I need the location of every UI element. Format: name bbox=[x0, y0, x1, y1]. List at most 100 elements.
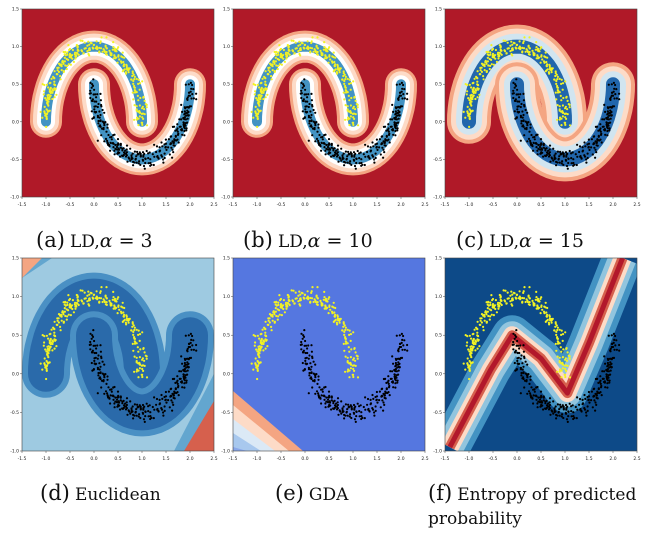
panel-c-point-lower bbox=[548, 151, 552, 154]
panel-c-point-upper bbox=[479, 66, 482, 69]
panel-f-point-lower bbox=[609, 365, 612, 369]
panel-d-point-lower bbox=[113, 385, 116, 389]
panel-b-point-lower bbox=[398, 83, 401, 86]
panel-a-point-upper bbox=[67, 58, 70, 62]
panel-b-point-lower bbox=[355, 157, 358, 160]
panel-f-point-lower bbox=[570, 415, 573, 418]
panel-c-point-upper bbox=[466, 83, 469, 87]
panel-a-point-upper bbox=[86, 50, 89, 53]
panel-e-point-upper bbox=[348, 362, 351, 365]
panel-b-point-lower bbox=[395, 118, 398, 121]
panel-a-point-lower bbox=[106, 141, 109, 144]
panel-b-point-lower bbox=[320, 149, 323, 152]
panel-a-point-upper bbox=[89, 41, 92, 45]
panel-d-point-lower bbox=[109, 394, 112, 397]
panel-f-point-lower bbox=[554, 405, 557, 408]
panel-b-point-upper bbox=[338, 69, 341, 72]
panel-b-point-upper bbox=[344, 118, 347, 121]
panel-f-point-lower bbox=[529, 394, 532, 397]
panel-b-point-lower bbox=[362, 153, 365, 156]
panel-a-point-upper bbox=[79, 39, 82, 42]
panel-c-point-lower bbox=[568, 149, 571, 153]
panel-a-xtick-label: 0.0 bbox=[90, 202, 97, 208]
panel-d-point-upper bbox=[117, 304, 120, 307]
panel-e-point-lower bbox=[373, 414, 376, 417]
panel-c-point-upper bbox=[474, 88, 477, 91]
panel-b-point-lower bbox=[304, 100, 307, 103]
panel-c-point-lower bbox=[544, 154, 547, 157]
panel-a-point-lower bbox=[135, 155, 138, 158]
panel-e-point-upper bbox=[257, 348, 260, 351]
panel-a-point-upper bbox=[45, 108, 48, 111]
panel-f-point-lower bbox=[597, 388, 600, 391]
panel-d-point-lower bbox=[185, 363, 188, 366]
panel-a-point-upper bbox=[88, 43, 91, 46]
panel-f-point-lower bbox=[593, 395, 596, 398]
panel-e-point-lower bbox=[396, 381, 399, 384]
panel-a-point-lower bbox=[144, 157, 147, 160]
panel-a-point-lower bbox=[104, 137, 108, 140]
panel-a-point-upper bbox=[130, 78, 133, 81]
panel-c-point-upper bbox=[486, 53, 489, 56]
panel-c-ytick-label: 1.0 bbox=[435, 44, 442, 50]
panel-a-point-upper bbox=[68, 47, 72, 51]
panel-f-point-lower bbox=[578, 397, 582, 401]
panel-f-point-upper bbox=[470, 345, 473, 348]
panel-b-point-upper bbox=[282, 48, 285, 52]
panel-d-point-upper bbox=[45, 369, 48, 372]
panel-c-point-upper bbox=[528, 47, 531, 50]
panel-c-point-upper bbox=[560, 124, 563, 127]
panel-c-point-upper bbox=[471, 96, 474, 99]
panel-b-point-lower bbox=[330, 146, 333, 149]
panel-d-point-lower bbox=[139, 405, 142, 408]
panel-a-point-lower bbox=[106, 139, 109, 142]
panel-b-point-upper bbox=[254, 105, 257, 108]
panel-d-point-upper bbox=[102, 298, 105, 301]
panel-e-point-lower bbox=[397, 347, 400, 350]
panel-f-point-upper bbox=[564, 358, 567, 361]
panel-a-point-upper bbox=[141, 112, 145, 115]
panel-a-point-upper bbox=[59, 78, 62, 81]
panel-e-point-lower bbox=[386, 381, 389, 384]
panel-c-point-lower bbox=[529, 123, 532, 126]
caption-f: (f) Entropy of predicted probability bbox=[428, 481, 636, 531]
panel-d-point-lower bbox=[187, 345, 190, 349]
panel-d-point-lower bbox=[97, 371, 100, 375]
panel-e-point-lower bbox=[394, 361, 397, 365]
panel-b-point-lower bbox=[314, 140, 317, 143]
panel-e-point-lower bbox=[385, 388, 388, 391]
panel-a-point-upper bbox=[109, 51, 112, 54]
panel-b-point-upper bbox=[270, 75, 273, 78]
panel-d-point-lower bbox=[131, 405, 134, 408]
panel-c-point-lower bbox=[517, 111, 520, 114]
panel-c-point-upper bbox=[505, 52, 508, 55]
panel-a-point-upper bbox=[57, 70, 61, 73]
panel-c-point-lower bbox=[570, 162, 573, 165]
panel-e-point-lower bbox=[400, 332, 403, 335]
panel-b-point-lower bbox=[301, 110, 304, 113]
panel-e-point-lower bbox=[343, 417, 346, 420]
panel-f-point-upper bbox=[510, 290, 513, 293]
panel-f-point-lower bbox=[576, 396, 579, 399]
panel-f-point-lower bbox=[610, 334, 613, 337]
panel-c-point-upper bbox=[522, 41, 525, 45]
panel-b-point-upper bbox=[264, 70, 267, 73]
panel-e-point-lower bbox=[394, 382, 397, 385]
panel-a-point-upper bbox=[92, 47, 95, 50]
panel-f-point-lower bbox=[595, 393, 598, 396]
panel-d-point-lower bbox=[148, 404, 151, 407]
panel-d-point-upper bbox=[74, 307, 77, 310]
panel-c-point-lower bbox=[609, 109, 612, 112]
panel-e-point-upper bbox=[352, 373, 355, 376]
panel-e-point-upper bbox=[286, 293, 289, 297]
panel-d-point-upper bbox=[127, 321, 130, 324]
panel-f-point-lower bbox=[532, 394, 535, 397]
panel-a-point-lower bbox=[177, 132, 180, 135]
panel-e-point-lower bbox=[389, 370, 392, 373]
panel-c-band-0-3 bbox=[462, 39, 572, 129]
panel-f-point-upper bbox=[491, 303, 495, 306]
panel-e-point-upper bbox=[309, 301, 312, 304]
panel-e-point-upper bbox=[271, 319, 274, 322]
panel-f-point-lower bbox=[618, 349, 621, 352]
panel-e-point-upper bbox=[320, 301, 323, 304]
